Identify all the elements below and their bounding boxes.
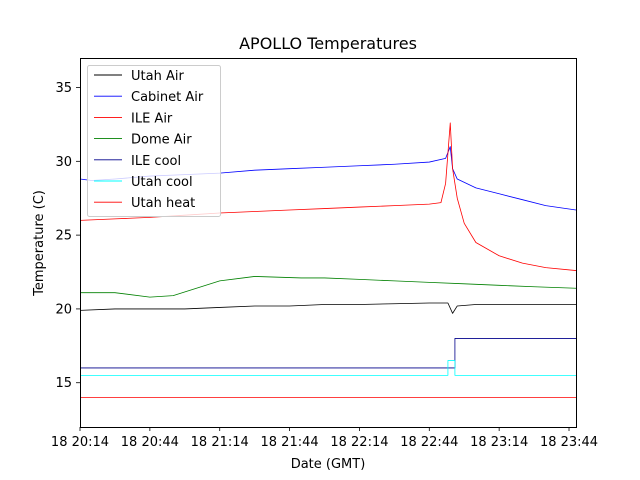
x-tick-label: 18 21:14	[191, 435, 249, 450]
x-tick-label: 18 23:14	[470, 435, 528, 450]
y-tick-label: 35	[55, 81, 72, 96]
legend-items: Utah Air Cabinet Air ILE Air Dome Air ILE co…	[94, 69, 204, 211]
legend-label: Cabinet Air	[131, 90, 204, 105]
legend-label: Dome Air	[131, 133, 192, 148]
y-axis-ticks: 15 20 25 30 35	[55, 81, 80, 391]
y-tick-label: 15	[55, 376, 72, 391]
y-tick-label: 20	[55, 302, 72, 317]
legend-label: ILE cool	[131, 154, 181, 169]
x-tick-label: 18 22:44	[400, 435, 458, 450]
series-line-ile-cool	[80, 338, 576, 369]
x-axis-label: Date (GMT)	[291, 457, 366, 472]
x-tick-label: 18 21:44	[261, 435, 319, 450]
x-tick-label: 18 23:44	[540, 435, 598, 450]
legend-box	[87, 65, 221, 217]
legend-label: ILE Air	[131, 111, 173, 126]
y-axis-label: Temperature (C)	[32, 190, 47, 297]
legend-label: Utah heat	[131, 196, 195, 211]
legend-label: Utah Air	[131, 69, 184, 84]
x-tick-label: 18 20:14	[51, 435, 109, 450]
legend: Utah Air Cabinet Air ILE Air Dome Air ILE co…	[87, 65, 221, 217]
legend-label: Utah cool	[131, 175, 193, 190]
x-tick-label: 18 20:44	[121, 435, 179, 450]
x-axis-ticks: 18 20:14 18 20:44 18 21:14 18 21:44 18 22:14…	[51, 427, 598, 450]
series-line-dome-air	[80, 276, 577, 298]
y-tick-label: 30	[55, 155, 72, 170]
x-tick-label: 18 22:14	[330, 435, 388, 450]
series-line-utah-air	[79, 302, 576, 314]
series-line-utah-cool	[80, 360, 576, 376]
y-tick-label: 25	[55, 229, 72, 244]
chart-title: APOLLO Temperatures	[239, 34, 417, 53]
plot-area-frame	[80, 58, 577, 428]
